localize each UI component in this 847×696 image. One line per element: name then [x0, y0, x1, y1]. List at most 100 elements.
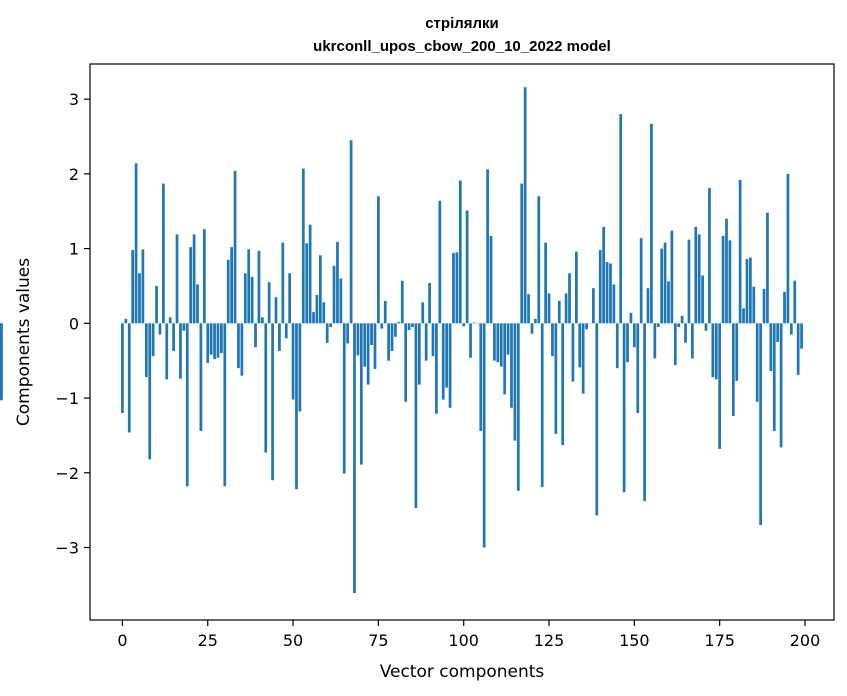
bar-159 — [663, 242, 667, 324]
bar-0 — [121, 323, 124, 413]
bar-69 — [356, 323, 360, 356]
bar-154 — [646, 288, 650, 324]
bar-31 — [226, 259, 230, 324]
bar-149 — [629, 312, 633, 324]
bar-65 — [342, 323, 346, 474]
y-tick-label: −1 — [55, 389, 79, 408]
bar-100 — [462, 323, 466, 327]
bar-108 — [489, 235, 493, 324]
bar-66 — [346, 323, 350, 344]
bar-10 — [155, 285, 158, 324]
bar-141 — [602, 226, 605, 324]
x-axis-ticks: 0 25 50 75 100 125 150 175 200 — [117, 620, 820, 650]
bar-163 — [677, 323, 681, 328]
bar-131 — [568, 273, 571, 324]
bar-20 — [189, 247, 193, 324]
bar-85 — [411, 323, 414, 328]
bar-81 — [397, 321, 401, 324]
bar-50 — [291, 323, 295, 400]
bar-176 — [721, 235, 725, 324]
bar-148 — [626, 323, 629, 363]
bar-198 — [796, 323, 800, 375]
bar-162 — [673, 323, 677, 366]
bar-142 — [605, 262, 609, 324]
bar-153 — [643, 323, 646, 502]
bar-124 — [544, 242, 547, 324]
bar-93 — [438, 200, 442, 324]
bar-191 — [772, 323, 776, 431]
bar-undefined — [0, 323, 3, 401]
chart-subtitle: ukrconll_upos_cbow_200_10_2022 model — [313, 38, 611, 55]
bar-107 — [486, 169, 489, 324]
x-tick-label: 50 — [283, 631, 303, 650]
bar-55 — [308, 224, 312, 324]
bar-33 — [233, 170, 237, 324]
bar-67 — [349, 140, 353, 324]
bar-166 — [687, 239, 691, 324]
bar-98 — [455, 252, 459, 324]
bar-186 — [755, 323, 759, 402]
bar-51 — [295, 323, 298, 490]
bar-35 — [240, 323, 244, 376]
bar-39 — [254, 323, 257, 348]
bar-181 — [738, 179, 742, 324]
bar-169 — [697, 234, 701, 324]
bar-6 — [141, 249, 145, 324]
bar-88 — [421, 302, 425, 324]
bar-179 — [731, 323, 735, 416]
bar-27 — [213, 323, 216, 360]
y-axis-label: Components values — [14, 258, 34, 426]
bar-194 — [783, 291, 786, 324]
bar-24 — [202, 229, 206, 324]
bar-99 — [458, 180, 462, 324]
bar-21 — [192, 234, 196, 324]
bar-42 — [264, 323, 268, 453]
bar-160 — [667, 281, 670, 324]
bar-45 — [274, 297, 278, 324]
bar-127 — [554, 323, 558, 434]
bar-182 — [742, 308, 745, 324]
bar-68 — [353, 323, 356, 594]
bar-111 — [499, 323, 503, 367]
bar-187 — [759, 323, 762, 526]
x-tick-label: 25 — [198, 631, 218, 650]
bar-167 — [691, 323, 694, 359]
x-tick-label: 75 — [368, 631, 388, 650]
bar-44 — [271, 323, 274, 481]
bar-29 — [220, 323, 223, 354]
bar-4 — [134, 163, 138, 324]
y-tick-label: 0 — [69, 314, 79, 333]
bar-57 — [315, 294, 319, 324]
bar-120 — [530, 323, 534, 334]
bar-3 — [131, 250, 135, 324]
bar-90 — [428, 282, 431, 324]
bar-134 — [578, 323, 582, 368]
bar-18 — [182, 323, 186, 331]
bar-23 — [199, 323, 203, 431]
bar-80 — [394, 323, 397, 337]
bar-171 — [704, 323, 708, 331]
bar-144 — [612, 284, 616, 324]
bar-30 — [223, 323, 227, 487]
bar-89 — [424, 323, 428, 361]
y-tick-label: 1 — [69, 240, 79, 259]
bar-16 — [175, 234, 179, 324]
bar-32 — [230, 247, 233, 324]
bar-189 — [766, 212, 769, 324]
bar-7 — [144, 323, 148, 378]
x-tick-label: 150 — [619, 631, 650, 650]
bar-38 — [250, 276, 254, 324]
bar-64 — [339, 278, 343, 324]
bar-78 — [387, 323, 390, 361]
bar-2 — [127, 323, 131, 433]
x-tick-label: 125 — [534, 631, 565, 650]
bar-112 — [503, 323, 507, 395]
bar-184 — [749, 257, 752, 324]
bar-135 — [581, 323, 585, 394]
bar-49 — [288, 273, 292, 324]
bar-48 — [284, 323, 288, 339]
bar-91 — [431, 323, 435, 357]
bar-118 — [523, 87, 527, 324]
bar-188 — [762, 288, 766, 324]
bar-9 — [151, 323, 155, 357]
